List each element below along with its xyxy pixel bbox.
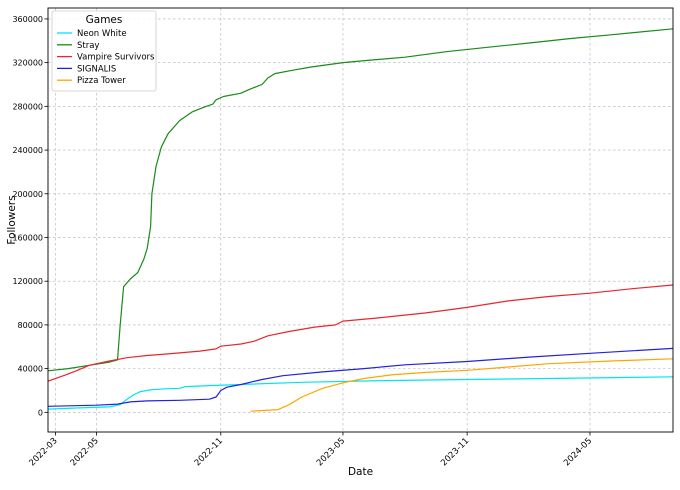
- y-tick-label: 280000: [12, 102, 43, 111]
- legend-label: SIGNALIS: [77, 64, 116, 74]
- y-tick-label: 120000: [12, 277, 43, 286]
- y-tick-label: 160000: [12, 233, 43, 242]
- legend-label: Stray: [77, 41, 99, 51]
- y-tick-label: 240000: [12, 146, 43, 155]
- x-axis-label: Date: [348, 466, 373, 478]
- y-tick-label: 360000: [12, 15, 43, 24]
- series-line-0: [47, 376, 674, 410]
- legend-label: Pizza Tower: [77, 76, 126, 86]
- plot-frame: [47, 7, 674, 433]
- series-line-3: [47, 347, 674, 407]
- y-tick-label: 80000: [18, 321, 43, 330]
- legend-label: Vampire Survivors: [77, 53, 155, 63]
- y-tick-label: 40000: [18, 365, 43, 374]
- series-lines: [47, 28, 674, 412]
- y-tick-label: 200000: [12, 190, 43, 199]
- y-axis-label: Followers: [6, 195, 18, 244]
- legend-box: [51, 10, 157, 92]
- y-tick-label: 0: [38, 408, 43, 417]
- legend-label: Neon White: [77, 29, 127, 39]
- series-line-2: [47, 284, 674, 382]
- y-tick-label: 320000: [12, 59, 43, 68]
- grid: [48, 8, 673, 432]
- series-line-1: [47, 28, 674, 372]
- series-line-4: [250, 358, 674, 412]
- legend: Games Neon White Stray Vampire SurvivorsSI…: [51, 10, 157, 92]
- legend-title: Games: [86, 14, 123, 26]
